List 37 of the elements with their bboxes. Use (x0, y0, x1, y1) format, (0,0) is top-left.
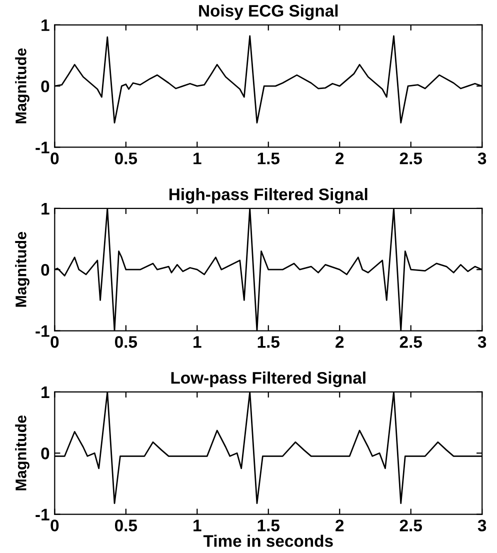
x-tick-label: 1.5 (258, 152, 280, 164)
x-tick-label: 3 (478, 152, 486, 164)
x-tick-label: 2 (336, 336, 344, 348)
x-axis-title: Time in seconds (203, 534, 333, 547)
y-tick-label: 1 (42, 386, 50, 398)
y-tick-label: 0 (41, 448, 50, 460)
y-axis-title: Magnitude (15, 415, 30, 490)
y-tick-label: -1 (36, 325, 50, 337)
chart-title: Noisy ECG Signal (199, 4, 338, 20)
x-tick-label: 2.5 (400, 520, 422, 532)
x-tick-label: 0.5 (114, 336, 138, 348)
x-tick-label: 1.5 (258, 336, 280, 348)
chart-title: Low-pass Filtered Signal (171, 372, 366, 388)
y-axis-title: Magnitude (15, 48, 30, 124)
x-tick-label: 1.5 (258, 520, 280, 532)
x-tick-label: 1 (194, 152, 202, 164)
x-tick-label: 0.5 (114, 520, 138, 532)
x-tick-label: 2.5 (400, 336, 422, 348)
x-tick-label: 0 (50, 520, 59, 532)
x-tick-label: 2 (336, 520, 344, 532)
y-tick-label: 0 (41, 80, 50, 92)
y-tick-label: 1 (42, 19, 50, 31)
x-tick-label: 2 (336, 152, 344, 164)
y-tick-label: 1 (42, 202, 50, 214)
y-tick-label: 0 (41, 264, 50, 276)
x-tick-label: 1 (194, 520, 202, 532)
x-tick-label: 0 (50, 152, 59, 164)
chart-title: High-pass Filtered Signal (169, 188, 368, 204)
x-tick-label: 0.5 (114, 152, 138, 164)
y-axis-title: Magnitude (15, 232, 30, 307)
x-tick-label: 2.5 (400, 152, 422, 164)
x-tick-label: 3 (478, 336, 486, 348)
y-tick-label: -1 (36, 508, 50, 520)
x-tick-label: 1 (194, 336, 202, 348)
x-tick-label: 3 (478, 520, 486, 532)
x-tick-label: 0 (50, 336, 59, 348)
y-tick-label: -1 (36, 142, 50, 154)
